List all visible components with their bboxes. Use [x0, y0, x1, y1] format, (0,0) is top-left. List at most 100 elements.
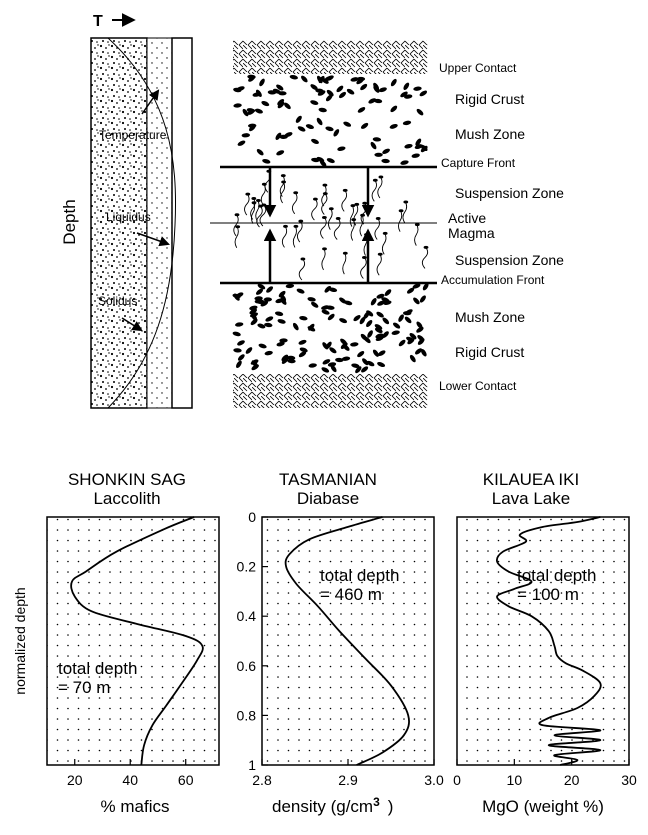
crystal	[299, 347, 308, 353]
crystal	[298, 351, 307, 358]
crystal	[327, 362, 337, 367]
crystal	[378, 175, 384, 179]
crystal	[377, 350, 386, 357]
crystal	[300, 257, 306, 261]
crystal	[419, 90, 428, 97]
crystal	[403, 200, 409, 204]
crystal	[310, 100, 319, 105]
total-depth-label: total depth	[58, 659, 137, 678]
crystal	[351, 363, 360, 368]
crystal	[361, 366, 369, 373]
crystal	[257, 323, 266, 329]
crystal	[318, 107, 327, 113]
crystal	[372, 178, 378, 182]
crystal	[390, 105, 398, 113]
crystal	[382, 148, 390, 154]
crystal	[339, 297, 347, 304]
suspended-crystal	[279, 174, 285, 197]
crystal	[378, 87, 387, 93]
crystal	[350, 342, 359, 347]
x-axis-label: MgO (weight %)	[482, 797, 604, 816]
crystal	[307, 297, 316, 302]
suspended-crystal	[421, 246, 429, 269]
crystal	[338, 91, 347, 99]
x-tick-label: 30	[621, 772, 637, 788]
crystal	[335, 217, 341, 220]
crystal	[286, 355, 296, 361]
crystal	[298, 339, 307, 345]
x-ticks: 20 40 60	[67, 759, 194, 788]
crystal	[416, 326, 424, 333]
crystal	[413, 86, 422, 91]
crystal	[322, 183, 328, 187]
crystal	[321, 77, 329, 84]
crystal	[357, 107, 366, 113]
crystal	[374, 152, 383, 157]
crystal	[316, 117, 323, 126]
suspended-crystal	[292, 225, 297, 248]
crystal	[233, 293, 240, 301]
chart-shonkin-sag: SHONKIN SAG Laccolith 20 40 60 total depth…	[12, 470, 220, 816]
crystal	[287, 358, 296, 364]
crystal	[404, 316, 412, 324]
crystal	[276, 150, 285, 156]
crystal	[325, 126, 334, 132]
crystal	[321, 305, 330, 310]
x-axis-label: % mafics	[101, 797, 170, 816]
crystal	[311, 157, 320, 163]
x-axis-label-main: density (g/cm	[272, 797, 373, 816]
crystal	[280, 297, 287, 305]
crystal	[324, 285, 332, 293]
crystal	[233, 103, 242, 108]
crystal	[289, 74, 298, 80]
crystal	[262, 159, 271, 164]
crystal	[381, 158, 390, 164]
solidus-arrow	[121, 317, 143, 332]
crystal	[333, 129, 340, 137]
crystal	[355, 366, 362, 374]
crystal	[360, 333, 368, 341]
suspended-crystal	[297, 219, 303, 243]
total-depth-label: total depth	[517, 566, 596, 585]
crystal	[277, 99, 285, 106]
suspended-crystal	[371, 179, 377, 202]
crystal	[236, 360, 242, 369]
crystal	[382, 331, 389, 338]
crystal	[233, 348, 242, 353]
crystal	[264, 350, 273, 356]
crystal	[263, 297, 272, 302]
temperature-label: Temperature	[99, 128, 167, 142]
crystal-field	[232, 74, 429, 374]
crystal	[255, 288, 264, 295]
crystal	[326, 89, 334, 97]
suspended-crystal	[256, 204, 263, 228]
crystal	[341, 356, 351, 361]
suspended-crystal	[281, 225, 288, 248]
crystal	[260, 300, 269, 307]
crystal	[382, 317, 390, 325]
suspended-crystal	[250, 197, 256, 220]
crystal	[251, 201, 257, 205]
suspended-crystal	[321, 247, 326, 271]
crystal	[366, 320, 373, 327]
crystal	[234, 213, 240, 217]
suspended-crystal	[260, 182, 266, 206]
crystal	[362, 358, 369, 366]
chart-subtitle: Laccolith	[93, 489, 160, 508]
suspended-crystal	[341, 189, 348, 212]
suspension-zone-top-label: Suspension Zone	[455, 185, 564, 201]
suspended-crystal	[398, 209, 403, 232]
crystal	[384, 289, 392, 296]
liquidus-label: Liquidus	[106, 210, 151, 224]
crystal	[372, 349, 379, 357]
crystal	[281, 180, 286, 184]
crystal	[259, 78, 265, 87]
axis-depth-label: Depth	[60, 199, 79, 244]
x-ticks: 2.8 2.9 3.0	[252, 759, 444, 788]
chart-title: KILAUEA IKI	[483, 470, 579, 489]
suspended-crystal	[333, 217, 341, 240]
y-ticks: 0 0.2 0.4 0.6 0.8 1	[237, 509, 268, 773]
suspended-crystal	[320, 216, 327, 239]
crystal	[322, 359, 331, 365]
